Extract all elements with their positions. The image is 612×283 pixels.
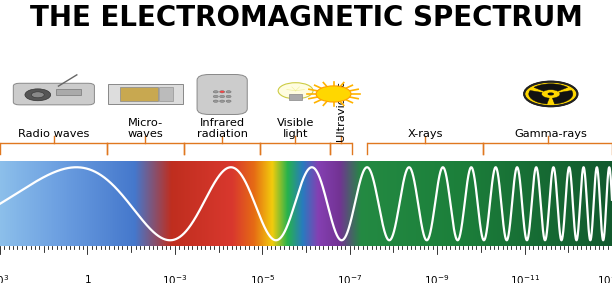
Bar [121,87,158,101]
Circle shape [25,89,51,101]
Circle shape [226,91,231,93]
Wedge shape [529,91,549,104]
Circle shape [213,91,218,93]
Bar [56,89,81,95]
Text: $10^{-11}$: $10^{-11}$ [510,273,540,283]
Circle shape [213,95,218,98]
Circle shape [316,86,351,102]
Text: Micro-
waves: Micro- waves [128,118,163,139]
Circle shape [545,91,557,97]
Circle shape [278,83,313,99]
Text: $10^3$: $10^3$ [0,273,10,283]
Bar [289,94,302,100]
Bar [159,87,173,101]
Circle shape [220,95,225,98]
Text: $10^{-13}$: $10^{-13}$ [597,273,612,283]
Circle shape [226,95,231,98]
Text: Radio waves: Radio waves [18,129,89,139]
Circle shape [220,91,225,93]
FancyBboxPatch shape [13,83,94,105]
Text: $10^{-9}$: $10^{-9}$ [424,273,450,283]
FancyBboxPatch shape [197,74,247,114]
Text: Visible
light: Visible light [277,118,315,139]
Text: Infrared
radiation: Infrared radiation [196,118,248,139]
Text: $1$: $1$ [84,273,91,283]
Text: Gamma-rays: Gamma-rays [514,129,588,139]
Wedge shape [534,84,568,91]
Circle shape [220,100,225,102]
Circle shape [31,92,44,98]
Text: Ultraviolet: Ultraviolet [337,81,346,141]
Text: $10^{-7}$: $10^{-7}$ [337,273,362,283]
Text: $10^{-5}$: $10^{-5}$ [250,273,275,283]
Circle shape [226,100,231,102]
Text: X-rays: X-rays [408,129,443,139]
Circle shape [213,100,218,102]
FancyBboxPatch shape [108,84,183,104]
Circle shape [524,82,578,106]
Text: THE ELECTROMAGNETIC SPECTRUM: THE ELECTROMAGNETIC SPECTRUM [29,4,583,32]
Text: $10^{-3}$: $10^{-3}$ [162,273,187,283]
Wedge shape [553,91,573,104]
Circle shape [548,93,554,95]
